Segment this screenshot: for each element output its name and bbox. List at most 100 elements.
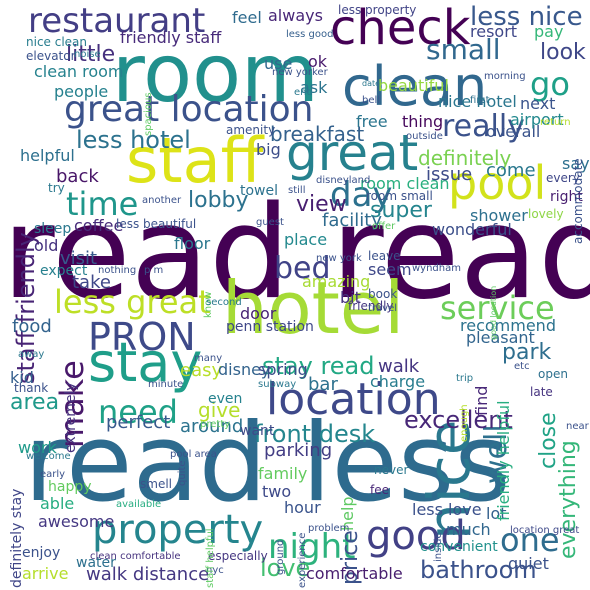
word-friendly: friendly xyxy=(348,299,394,313)
word-another: another xyxy=(142,195,182,206)
word-work: work xyxy=(18,438,57,457)
word-need: need xyxy=(98,393,178,431)
word-much: much xyxy=(446,520,491,539)
word-check: check xyxy=(330,0,471,56)
word-bell: bell xyxy=(362,95,381,106)
word-lobby: lobby xyxy=(188,188,249,213)
word-able: able xyxy=(40,494,75,513)
word-location: location xyxy=(266,374,441,425)
word-back: back xyxy=(56,166,99,187)
word-bed: bed xyxy=(274,251,331,286)
word-second: second xyxy=(206,297,242,308)
word-return: return xyxy=(540,117,571,128)
word-room-small: room small xyxy=(366,189,433,203)
word-big: big xyxy=(256,140,281,159)
word-place: place xyxy=(284,230,328,249)
word-away: away xyxy=(18,349,45,360)
word-go: go xyxy=(530,65,570,103)
word-one: one xyxy=(500,521,560,559)
word-clean: clean xyxy=(342,55,488,118)
word-p-m: p m xyxy=(144,265,164,276)
word-etc: etc xyxy=(514,361,530,372)
word-stay: stay xyxy=(88,331,203,394)
word-kid: kid xyxy=(10,368,34,387)
word-shower: shower xyxy=(470,206,528,225)
word-happy: happy xyxy=(48,479,92,495)
word-time: time xyxy=(66,185,139,223)
word-food: food xyxy=(12,316,52,337)
word-new-yorker: new yorker xyxy=(272,67,328,78)
word-staff-helpful: staff helpful xyxy=(205,528,216,588)
word-front-desk: front desk xyxy=(254,420,376,448)
word-especially: especially xyxy=(208,549,268,563)
word-super: super xyxy=(370,198,432,223)
word-expect: expect xyxy=(40,263,88,279)
word-spacious: spacious xyxy=(143,92,154,136)
word-try: try xyxy=(48,181,65,195)
word-lovely: lovely xyxy=(528,207,564,221)
word-morning: morning xyxy=(484,71,526,82)
word-near: near xyxy=(566,421,589,432)
word-free: free xyxy=(356,112,388,131)
word-helpful: helpful xyxy=(20,146,75,165)
word-perfect: perfect xyxy=(106,412,171,433)
word-friendly-staff: friendly staff xyxy=(120,28,222,47)
word-never: never xyxy=(374,463,409,477)
word-friendly-helpful: friendly helpful xyxy=(494,400,513,521)
word-love: love xyxy=(260,554,311,582)
word-lot: lot xyxy=(486,504,507,523)
word-outside: outside xyxy=(406,131,443,142)
word-bar: bar xyxy=(308,374,338,395)
word-fee: fee xyxy=(370,483,389,497)
word-restaurant: restaurant xyxy=(28,1,206,41)
word-thing: thing xyxy=(402,112,444,131)
word-room: room xyxy=(112,27,319,120)
word-new-york: new york xyxy=(316,253,362,264)
word-ask: ask xyxy=(300,78,328,97)
word-airport: airport xyxy=(510,110,564,129)
word-really: really xyxy=(442,109,525,144)
word-less-hotel: less hotel xyxy=(76,126,191,154)
word-walk-distance: walk distance xyxy=(86,564,210,585)
word-easy: easy xyxy=(180,360,223,381)
word-towel: towel xyxy=(240,183,279,199)
word-location-great: location great xyxy=(510,525,580,536)
word-clean-room: clean room xyxy=(34,62,124,81)
word-less-good: less good xyxy=(286,29,334,40)
word-wyndham: wyndham xyxy=(412,263,461,274)
word-use: use xyxy=(264,54,293,73)
word-definitely-stay: definitely stay xyxy=(9,488,25,588)
word-give: give xyxy=(198,398,241,422)
word-disney: disney xyxy=(218,360,271,379)
word-enough: enough xyxy=(459,404,470,442)
word-wonderful: wonderful xyxy=(432,220,512,239)
word-convenient: convenient xyxy=(420,539,498,555)
word-room-clean: room clean xyxy=(360,174,450,193)
word-coffee: coffee xyxy=(74,216,124,235)
word-quiet: quiet xyxy=(508,554,549,573)
word-good-location: good location xyxy=(489,286,498,341)
word-next: next xyxy=(520,94,556,113)
word-noise: noise xyxy=(74,49,101,60)
word-good: good xyxy=(366,513,466,559)
word-early: early xyxy=(40,469,66,480)
word-everything: everything xyxy=(556,440,581,559)
word-nothing: nothing xyxy=(98,265,137,276)
word-quite: quite xyxy=(177,460,188,486)
word-property: property xyxy=(92,507,264,553)
word-find: find xyxy=(472,386,491,417)
word-guest: guest xyxy=(256,217,284,228)
word-accommodate: accommodate xyxy=(571,158,585,244)
word-bathroom: bathroom xyxy=(420,556,537,584)
word-little: little xyxy=(66,42,116,67)
word-want: want xyxy=(240,423,275,439)
word-open: open xyxy=(538,367,568,381)
word-pool: pool xyxy=(448,156,547,210)
word-pay: pay xyxy=(534,22,564,41)
word-amenity: amenity xyxy=(226,123,276,137)
word-excellent: excellent xyxy=(404,406,513,434)
word-walk: walk xyxy=(378,356,420,377)
word-right: right xyxy=(550,189,583,205)
word-say: say xyxy=(562,154,590,173)
word-read-read: read read xyxy=(2,179,590,328)
